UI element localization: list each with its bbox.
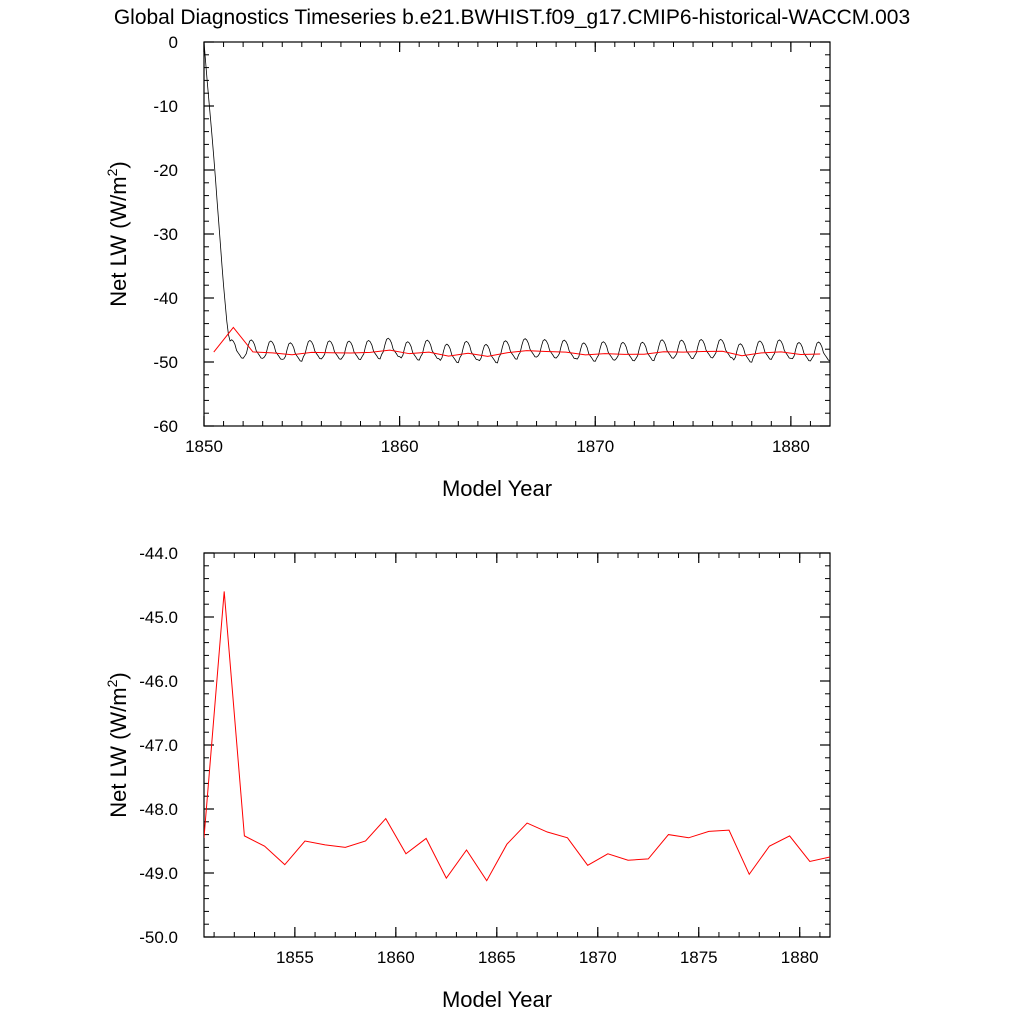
top-monthly-series-line (204, 42, 830, 364)
top-x-tick-label: 1870 (576, 437, 614, 456)
top-y-tick-label: -30 (153, 225, 178, 244)
bottom-panel: 1855 1860 1865 1870 1875 1880 -44.0 -45.0 -46.0 -… (104, 544, 831, 1012)
bottom-x-tick-label: 1870 (579, 948, 617, 967)
bottom-y-tick-label: -45.0 (139, 608, 178, 627)
bottom-plot-frame (203, 552, 831, 938)
top-x-tick-label: 1860 (381, 437, 419, 456)
bottom-annual-series-line (204, 591, 830, 882)
bottom-y-tick-label: -44.0 (139, 544, 178, 563)
top-x-tick-label: 1880 (772, 437, 810, 456)
top-y-tick-label: -50 (153, 353, 178, 372)
bottom-y-tick-label: -49.0 (139, 864, 178, 883)
bottom-x-axis-label: Model Year (442, 987, 552, 1012)
bottom-x-tick-label: 1860 (377, 948, 415, 967)
top-y-tick-label: -40 (153, 289, 178, 308)
bottom-y-tick-label: -46.0 (139, 672, 178, 691)
top-x-tick-label: 1850 (185, 437, 223, 456)
top-x-axis-label: Model Year (442, 476, 552, 501)
bottom-x-tick-label: 1855 (276, 948, 314, 967)
top-y-tick-label: -60 (153, 417, 178, 436)
top-y-tick-label: -20 (153, 161, 178, 180)
bottom-x-tick-label: 1880 (781, 948, 819, 967)
top-plot-frame (203, 41, 831, 427)
top-y-axis-label: Net LW (W/m2) (104, 161, 131, 306)
top-panel: 1850 1860 1870 1880 0 -10 -20 -30 -40 -50 -60 Model… (104, 33, 831, 501)
bottom-y-tick-label: -50.0 (139, 928, 178, 947)
bottom-x-tick-label: 1875 (680, 948, 718, 967)
top-y-tick-label: 0 (169, 33, 178, 52)
bottom-x-tick-label: 1865 (478, 948, 516, 967)
bottom-y-tick-label: -48.0 (139, 800, 178, 819)
bottom-y-tick-label: -47.0 (139, 736, 178, 755)
top-annual-series-line (213, 326, 821, 357)
bottom-y-axis-label: Net LW (W/m2) (104, 672, 131, 817)
figure-title: Global Diagnostics Timeseries b.e21.BWHI… (114, 6, 910, 29)
top-y-tick-label: -10 (153, 97, 178, 116)
